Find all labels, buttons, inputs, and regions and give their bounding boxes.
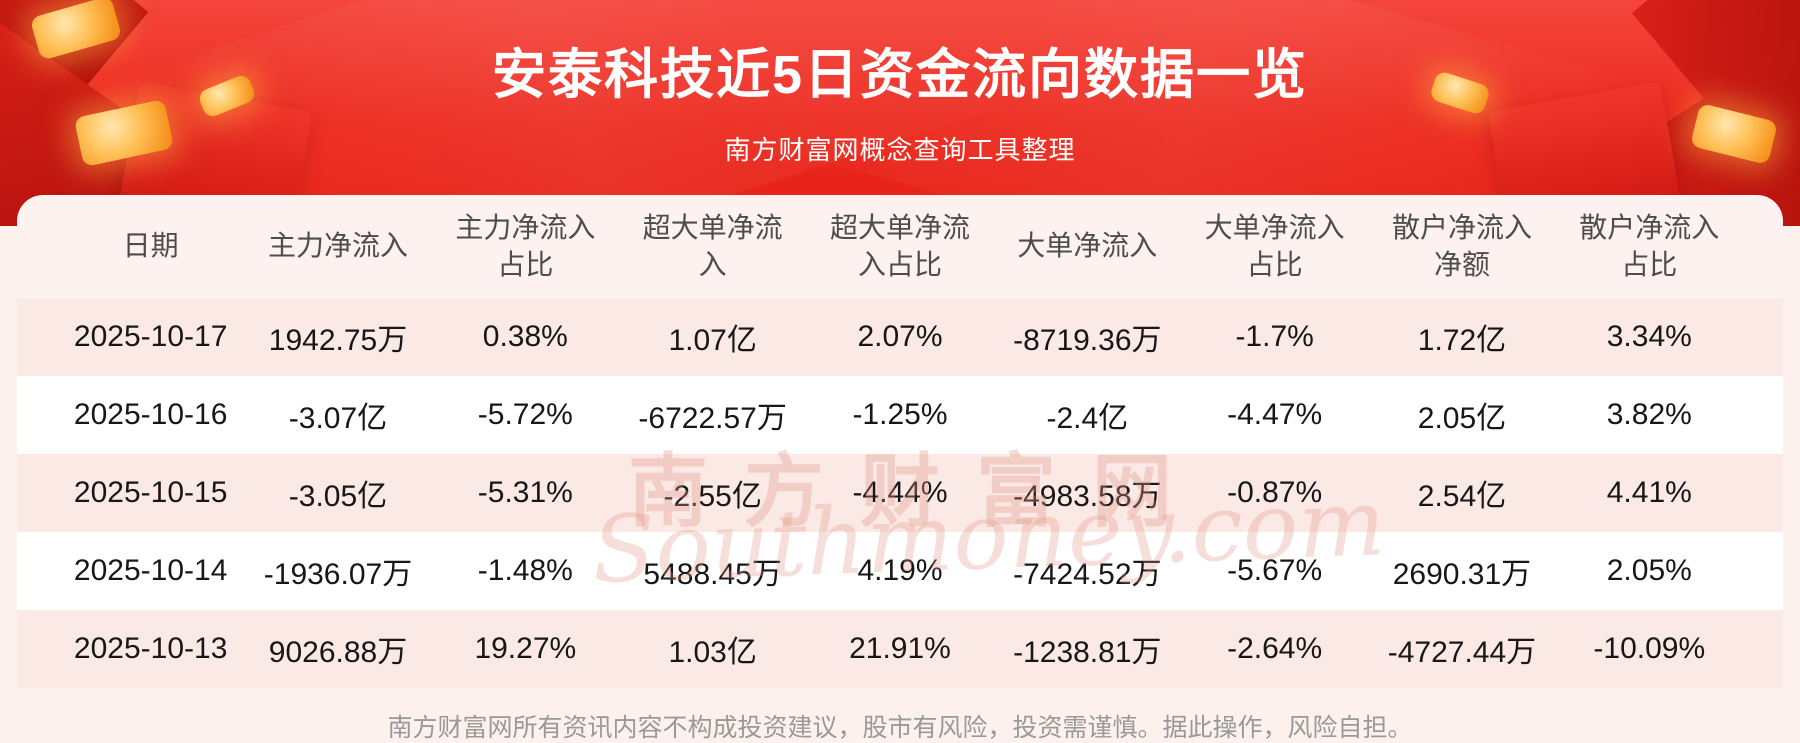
column-header-retail-inflow: 散户净流入净额 — [1391, 212, 1532, 280]
cell-value: 1.07亿 — [668, 324, 757, 357]
column-header-xl-order-inflow: 超大单净流入 — [642, 212, 783, 280]
cell-value: -1.7% — [1235, 320, 1314, 353]
table-header-row: 日期 主力净流入 主力净流入占比 超大单净流入 超大单净流入占比 大单净流入 大… — [17, 195, 1783, 298]
cell-value: 4.19% — [857, 554, 943, 587]
cell-value: -8719.36万 — [1013, 324, 1162, 357]
column-header-large-order-inflow: 大单净流入 — [1017, 230, 1158, 262]
cell-value: 2.07% — [857, 320, 943, 353]
cell-value: -4983.58万 — [1013, 480, 1162, 513]
cell-value: -3.07亿 — [288, 402, 388, 435]
banner-background — [0, 0, 1800, 226]
table-row: 2025-10-13 9026.88万 19.27% 1.03亿 21.91% … — [17, 610, 1783, 688]
cell-value: -6722.57万 — [638, 402, 787, 435]
cell-value: -2.4亿 — [1046, 402, 1129, 435]
cell-value: -10.09% — [1593, 632, 1706, 665]
column-header-large-order-inflow-pct: 大单净流入占比 — [1204, 212, 1345, 280]
cell-value: 21.91% — [849, 632, 951, 665]
cell-value: -4.47% — [1227, 398, 1323, 431]
column-header-xl-order-inflow-pct: 超大单净流入占比 — [829, 212, 970, 280]
cell-value: -5.31% — [477, 476, 573, 509]
column-header-main-inflow-pct: 主力净流入占比 — [455, 212, 596, 280]
cell-value: -2.55亿 — [663, 480, 762, 513]
table-row: 2025-10-16 -3.07亿 -5.72% -6722.57万 -1.25… — [17, 376, 1783, 454]
cell-value: -1936.07万 — [263, 558, 413, 591]
table-row: 2025-10-15 -3.05亿 -5.31% -2.55亿 -4.44% -… — [17, 454, 1783, 532]
cell-value: 9026.88万 — [268, 636, 408, 669]
cell-value: -5.72% — [477, 398, 573, 431]
cell-value: -4.44% — [852, 476, 948, 509]
cell-value: 19.27% — [474, 632, 577, 665]
cell-value: 1.03亿 — [668, 636, 757, 669]
cell-value: -1238.81万 — [1013, 636, 1162, 669]
cell-value: -7424.52万 — [1013, 558, 1162, 591]
cell-date: 2025-10-16 — [73, 398, 228, 431]
table-row: 2025-10-17 1942.75万 0.38% 1.07亿 2.07% -8… — [17, 298, 1783, 376]
page-title: 安泰科技近5日资金流向数据一览 — [491, 45, 1309, 105]
cell-value: 2690.31万 — [1392, 558, 1532, 591]
cell-value: 2.05% — [1606, 554, 1692, 587]
page-subtitle: 南方财富网概念查询工具整理 — [724, 135, 1076, 165]
cell-value: -1.48% — [477, 554, 573, 587]
fund-flow-table: 日期 主力净流入 主力净流入占比 超大单净流入 超大单净流入占比 大单净流入 大… — [17, 195, 1783, 688]
cell-value: 3.34% — [1606, 320, 1692, 353]
cell-date: 2025-10-15 — [73, 476, 228, 509]
table-row: 2025-10-14 -1936.07万 -1.48% 5488.45万 4.1… — [17, 532, 1783, 610]
cell-value: 2.05亿 — [1417, 402, 1507, 435]
cell-date: 2025-10-17 — [73, 320, 228, 353]
column-header-main-inflow: 主力净流入 — [267, 230, 408, 262]
cell-value: -4727.44万 — [1387, 636, 1537, 669]
cell-value: -3.05亿 — [288, 480, 388, 513]
column-header-date: 日期 — [122, 230, 179, 262]
cell-date: 2025-10-13 — [73, 632, 228, 665]
cell-value: 1942.75万 — [268, 324, 408, 357]
footer-disclaimer: 南方财富网所有资讯内容不构成投资建议，股市有风险，投资需谨慎。据此操作，风险自担… — [387, 714, 1413, 742]
column-header-retail-inflow-pct: 散户净流入占比 — [1579, 212, 1720, 280]
cell-value: -5.67% — [1227, 554, 1323, 587]
cell-value: 4.41% — [1606, 476, 1692, 509]
cell-value: 2.54亿 — [1417, 480, 1507, 513]
cell-value: 1.72亿 — [1417, 324, 1507, 357]
cell-date: 2025-10-14 — [73, 554, 228, 587]
cell-value: 5488.45万 — [643, 558, 782, 591]
cell-value: 0.38% — [482, 320, 568, 353]
cell-value: -1.25% — [852, 398, 948, 431]
cell-value: -2.64% — [1227, 632, 1323, 665]
cell-value: 3.82% — [1606, 398, 1692, 431]
cell-value: -0.87% — [1227, 476, 1323, 509]
